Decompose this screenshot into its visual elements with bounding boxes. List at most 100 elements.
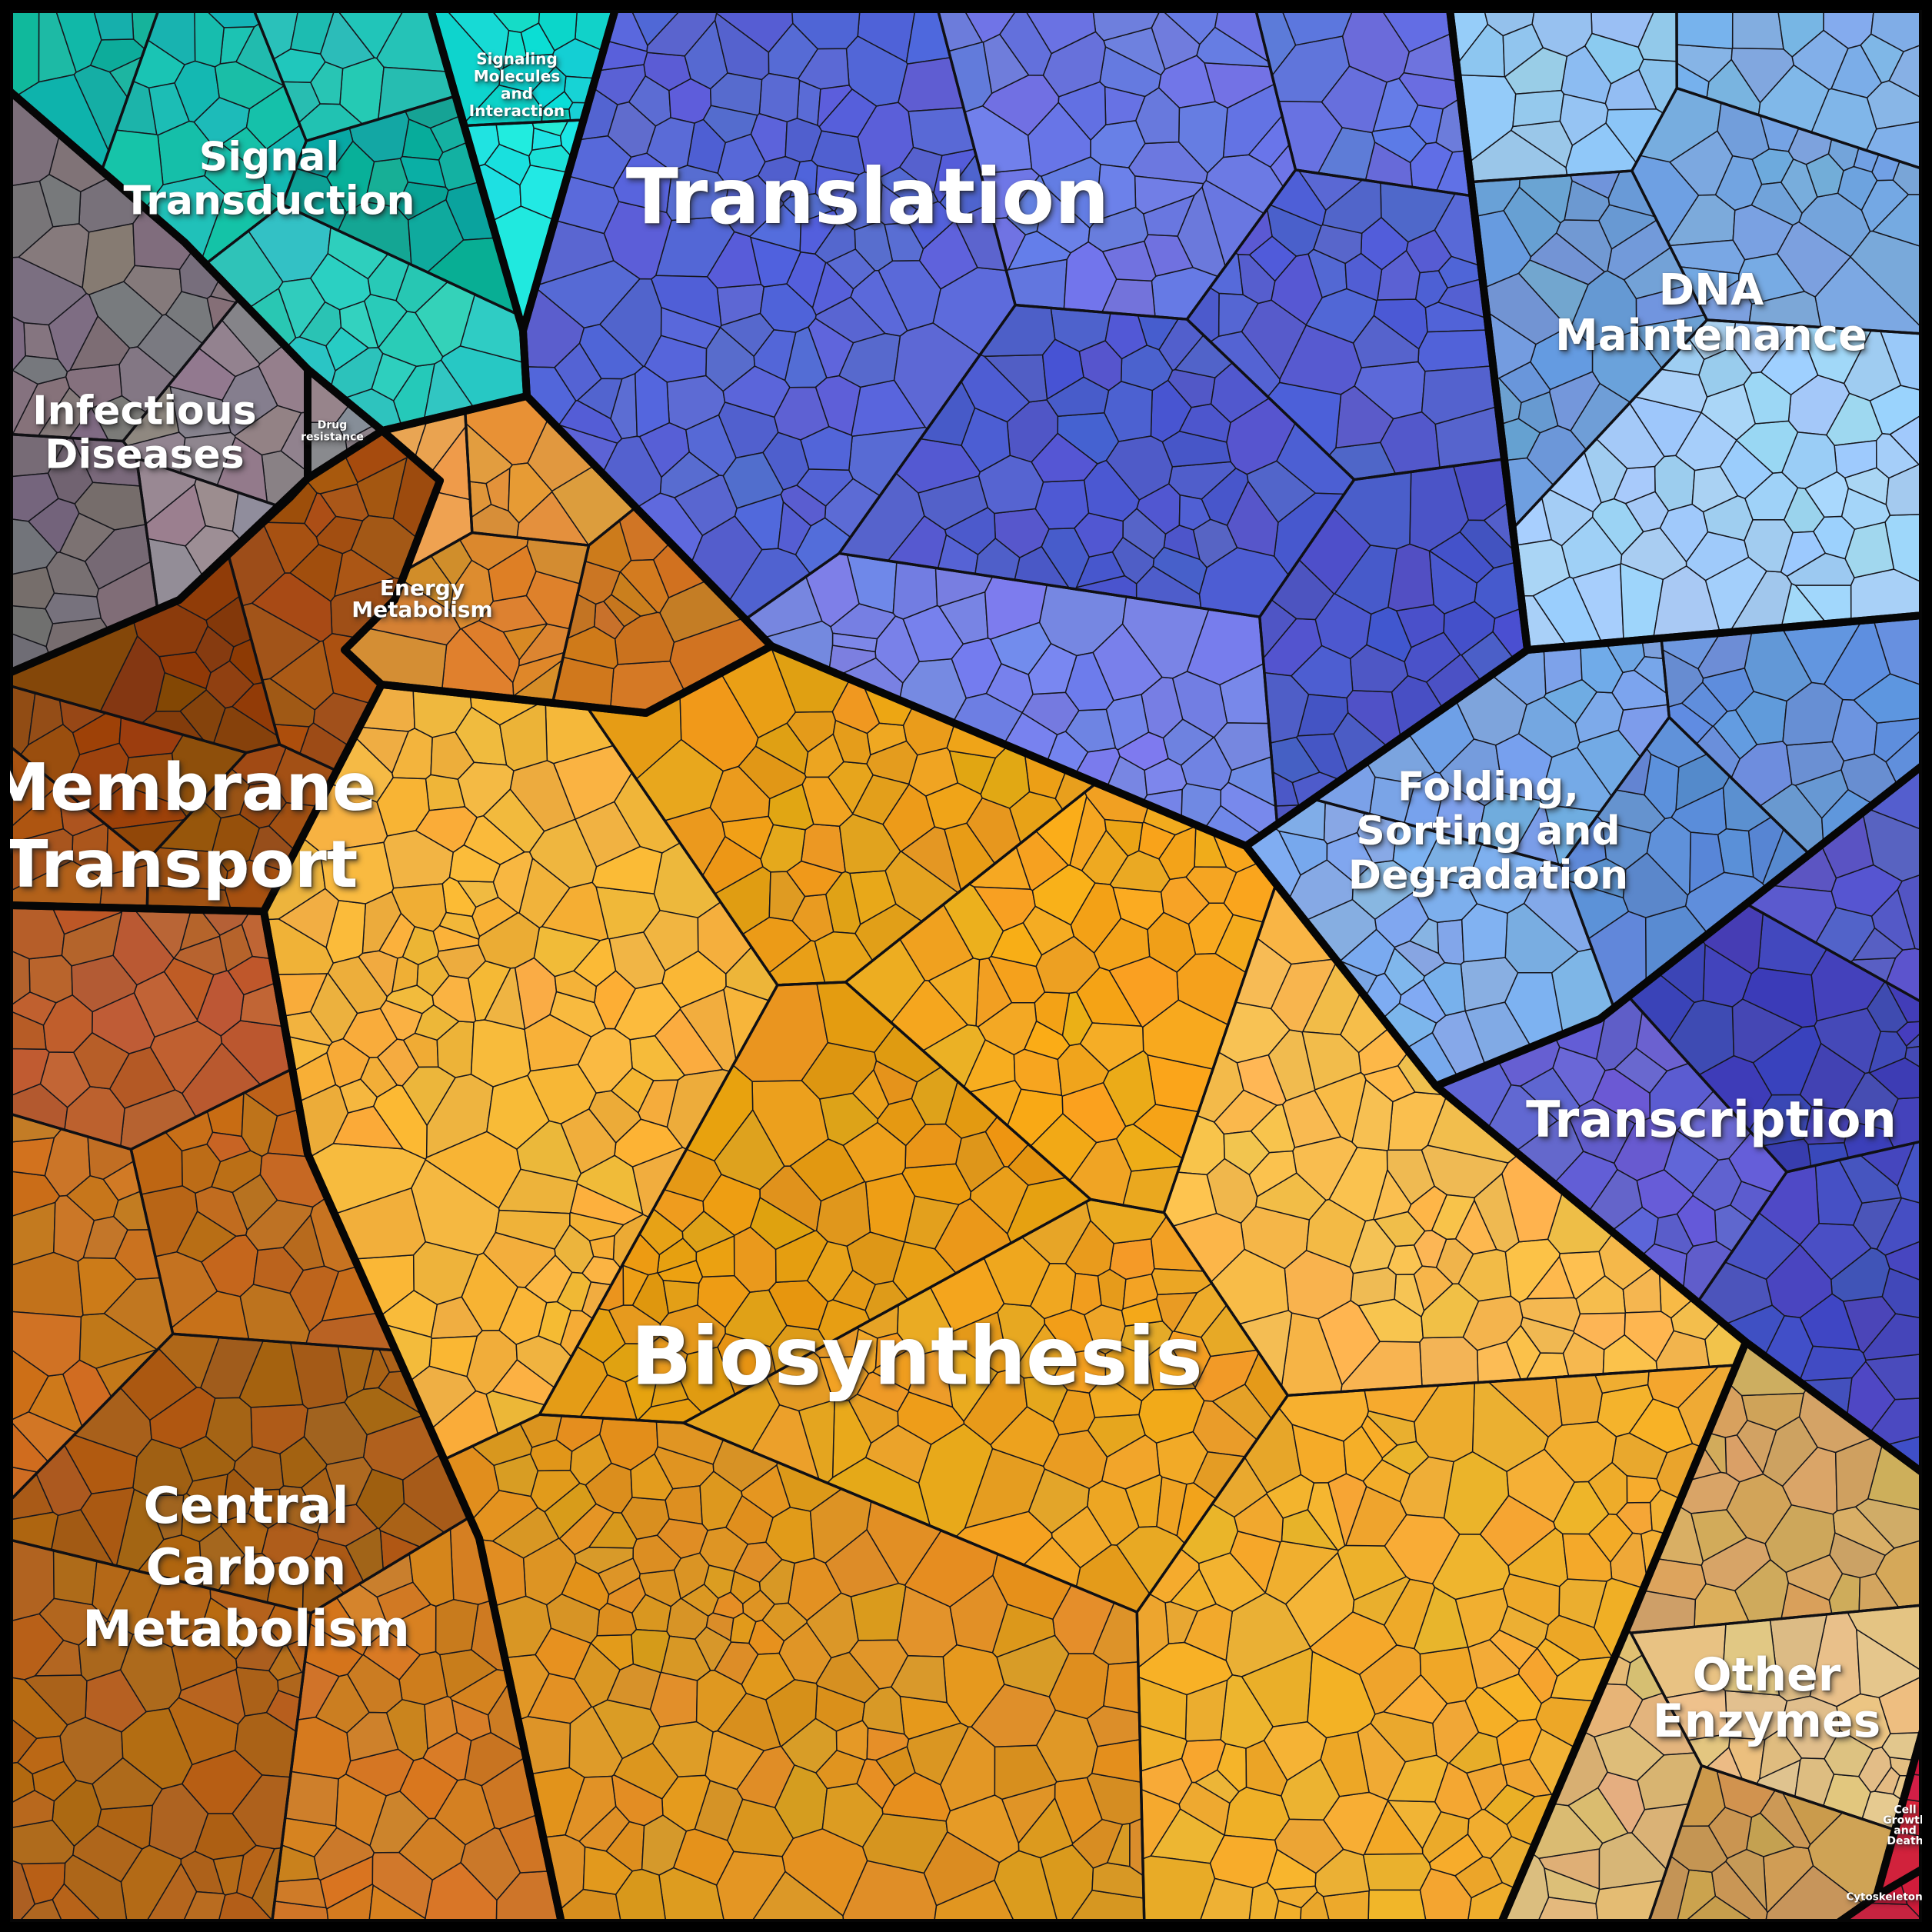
- cell: [902, 605, 964, 662]
- cell: [512, 651, 565, 697]
- cell: [811, 261, 854, 316]
- cell: [1263, 1721, 1327, 1781]
- cell: [768, 871, 806, 922]
- label-transcription: Transcription: [1526, 1091, 1897, 1149]
- label-line: Interaction: [469, 102, 565, 120]
- cell: [1417, 329, 1494, 372]
- label-line: Signaling: [476, 49, 558, 68]
- cell: [1731, 8, 1784, 50]
- cell: [1350, 1267, 1397, 1307]
- cell: [61, 911, 123, 967]
- cell: [1837, 165, 1878, 212]
- cell: [82, 222, 135, 295]
- cell: [754, 722, 809, 775]
- cell: [1419, 1336, 1479, 1387]
- cell: [673, 1552, 710, 1600]
- cell: [1088, 1374, 1143, 1418]
- cell: [565, 1775, 617, 1842]
- cell: [401, 926, 440, 965]
- cell: [695, 1235, 735, 1278]
- cell: [319, 841, 395, 904]
- cell: [1437, 918, 1465, 965]
- cell: [1057, 1043, 1110, 1097]
- cell: [1676, 8, 1734, 50]
- region-translation: [522, 8, 1528, 847]
- cell: [1689, 831, 1725, 894]
- label-cytoskeleton: Cytoskeleton: [1846, 1891, 1922, 1904]
- cell: [1719, 439, 1774, 499]
- label-membrane-transport: Membrane Transport: [0, 750, 377, 903]
- cell: [1367, 1889, 1427, 1924]
- cell: [470, 1019, 531, 1088]
- cell: [239, 781, 288, 829]
- region-cells-layer: [8, 8, 1924, 1924]
- cell: [611, 571, 658, 617]
- cell: [310, 252, 371, 311]
- cell: [1044, 1309, 1097, 1354]
- cell: [171, 1627, 238, 1691]
- cell: [1875, 433, 1920, 479]
- label-line: Death: [1887, 1835, 1923, 1847]
- cell: [1031, 864, 1096, 926]
- cell: [78, 1620, 134, 1682]
- cell: [1135, 87, 1181, 145]
- label-line: Central: [143, 1477, 348, 1535]
- region-folding-sorting-degradation: [1245, 615, 1924, 1087]
- cell: [1537, 1637, 1581, 1677]
- cell: [630, 1453, 674, 1501]
- cell: [654, 1008, 724, 1076]
- label-line: Metabolism: [82, 1601, 410, 1658]
- cell: [1414, 270, 1448, 308]
- cell: [82, 1215, 128, 1259]
- cell: [1138, 821, 1176, 860]
- label-line: Transcription: [1526, 1091, 1897, 1149]
- cell: [1805, 153, 1844, 198]
- cell: [577, 378, 623, 420]
- cell: [1270, 958, 1337, 1033]
- cell: [1266, 1848, 1317, 1890]
- label-line: Drug: [318, 419, 348, 431]
- label-drug-resistance: Drug resistance: [301, 419, 364, 444]
- cell: [1042, 31, 1107, 98]
- cell: [1622, 852, 1689, 918]
- cell: [1744, 519, 1794, 573]
- cell: [182, 1750, 263, 1814]
- cell: [1352, 315, 1420, 368]
- cell: [1659, 503, 1709, 563]
- cell: [1327, 1473, 1367, 1547]
- cell: [848, 1639, 909, 1690]
- cell: [221, 1468, 257, 1523]
- cell: [173, 935, 228, 976]
- cell: [808, 318, 854, 378]
- cell: [1462, 1295, 1524, 1351]
- cell: [928, 958, 981, 1027]
- label-line: Cytoskeleton: [1846, 1891, 1922, 1904]
- cell: [685, 414, 737, 477]
- cell: [146, 1494, 185, 1541]
- cell: [155, 671, 207, 712]
- cell: [1144, 758, 1188, 796]
- cell: [495, 1209, 571, 1250]
- cell: [554, 1224, 595, 1274]
- label-translation: Translation: [626, 152, 1109, 242]
- cell: [1474, 1173, 1520, 1253]
- cell: [662, 1279, 700, 1314]
- cell: [717, 1692, 781, 1751]
- label-signaling-molecules: Signaling Molecules and Interaction: [469, 49, 565, 120]
- cell: [325, 1456, 373, 1508]
- label-line: Transport: [4, 827, 358, 903]
- cell: [391, 956, 419, 993]
- cell: [1559, 93, 1609, 146]
- cell: [546, 1593, 601, 1644]
- cell: [1234, 1493, 1284, 1543]
- label-line: Other: [1693, 1648, 1841, 1702]
- cell: [556, 1271, 592, 1312]
- cell: [284, 1770, 339, 1827]
- cell: [1185, 866, 1237, 904]
- cell: [1155, 1292, 1198, 1333]
- cell: [1024, 1020, 1071, 1061]
- label-line: Molecules: [474, 67, 560, 85]
- cell: [1156, 1476, 1188, 1537]
- cell: [498, 53, 557, 94]
